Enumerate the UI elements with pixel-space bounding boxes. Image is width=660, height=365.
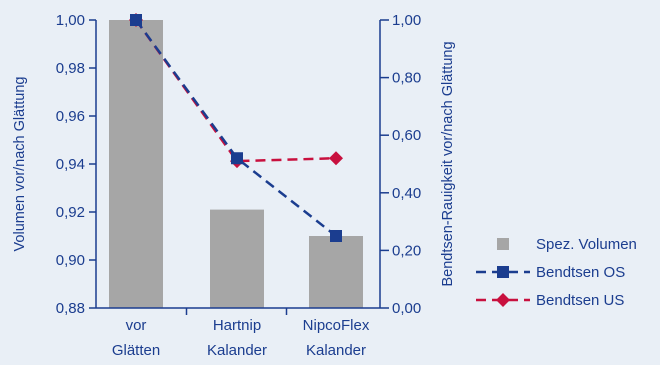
bars-layer — [109, 20, 363, 308]
right-tick-label: 0,40 — [392, 185, 421, 202]
line-bendtsen-us — [134, 19, 337, 163]
category-label: vor Glätten — [112, 317, 160, 359]
point-bendtsen-os — [330, 230, 342, 242]
point-bendtsen-os — [130, 14, 142, 26]
left-tick-label: 0,94 — [56, 156, 85, 173]
axes-layer: 0,88 0,90 0,92 0,94 0,96 0,98 1,00 0,00 0,20 0,40… — [56, 12, 421, 359]
category-label-line: Glätten — [112, 342, 160, 359]
point-bendtsen-os — [231, 152, 243, 165]
legend-label-bendtsen-os: Bendtsen OS — [536, 264, 625, 281]
left-tick-label: 0,96 — [56, 108, 85, 125]
legend-swatch-spez-volumen — [497, 238, 509, 250]
category-label: NipcoFlex Kalander — [303, 317, 370, 359]
legend-label-bendtsen-us: Bendtsen US — [536, 292, 624, 309]
point-bendtsen-us — [329, 151, 343, 166]
left-tick-label: 0,98 — [56, 60, 85, 77]
legend: Spez. Volumen Bendtsen OS Bendtsen US — [476, 236, 637, 309]
left-tick-label: 1,00 — [56, 12, 85, 29]
right-tick-label: 0,00 — [392, 300, 421, 317]
legend-label-spez-volumen: Spez. Volumen — [536, 236, 637, 253]
right-tick-label: 0,60 — [392, 127, 421, 144]
bar-2 — [210, 209, 264, 308]
left-tick-label: 0,88 — [56, 300, 85, 317]
left-tick-label: 0,92 — [56, 204, 85, 221]
bar-1 — [109, 20, 163, 308]
category-label-line: vor — [126, 317, 147, 334]
category-label-line: Hartnip — [213, 317, 261, 334]
legend-marker-bendtsen-us — [496, 293, 510, 307]
legend-marker-bendtsen-os — [497, 266, 509, 278]
y2-axis-title: Bendtsen-Rauigkeit vor/nach Glättung — [440, 41, 456, 286]
right-tick-label: 0,20 — [392, 242, 421, 259]
right-tick-label: 0,80 — [392, 70, 421, 87]
bar-3 — [309, 236, 363, 308]
lines-layer — [129, 13, 343, 242]
category-label-line: Kalander — [306, 342, 366, 359]
line-bendtsen-os — [134, 19, 337, 237]
category-label: Hartnip Kalander — [207, 317, 267, 359]
category-label-line: Kalander — [207, 342, 267, 359]
category-label-line: NipcoFlex — [303, 317, 370, 334]
right-tick-label: 1,00 — [392, 12, 421, 29]
left-tick-label: 0,90 — [56, 252, 85, 269]
y-axis-title: Volumen vor/nach Glättung — [12, 77, 28, 252]
